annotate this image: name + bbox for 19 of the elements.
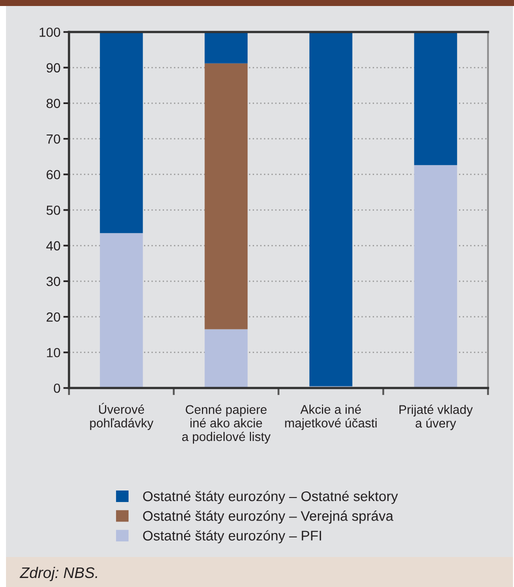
x-tick-label: Úverové pohľadávky bbox=[90, 402, 154, 430]
y-tick-label: 80 bbox=[46, 98, 60, 108]
text: Zdroj: NBS. bbox=[20, 566, 98, 582]
legend-label: Ostatné štáty eurozóny – Verejná správa bbox=[143, 510, 394, 524]
y-tick-label: 60 bbox=[46, 170, 60, 180]
y-tick-label: 100 bbox=[40, 28, 60, 37]
y-tick-label: 40 bbox=[46, 241, 60, 251]
y-tick-label: 10 bbox=[47, 348, 60, 358]
y-tick-label: 20 bbox=[46, 312, 60, 322]
y-tick-label: 50 bbox=[46, 206, 60, 215]
y-tick-label: 70 bbox=[46, 134, 60, 144]
legend-label: Ostatné štáty eurozóny – Ostatné sektory bbox=[143, 490, 398, 504]
y-tick-label: 90 bbox=[46, 63, 60, 73]
x-tick-label: Akcie a iné majetkové účasti bbox=[285, 404, 377, 430]
y-tick-label: 30 bbox=[46, 276, 60, 286]
x-tick-label: Cenné papiere iné ako akcie a podielové listy bbox=[182, 404, 271, 444]
legend-label: Ostatné štáty eurozóny – PFI bbox=[143, 530, 322, 544]
x-tick-label: Prijaté vklady a úvery bbox=[399, 404, 473, 430]
y-tick-label: 0 bbox=[54, 384, 60, 393]
